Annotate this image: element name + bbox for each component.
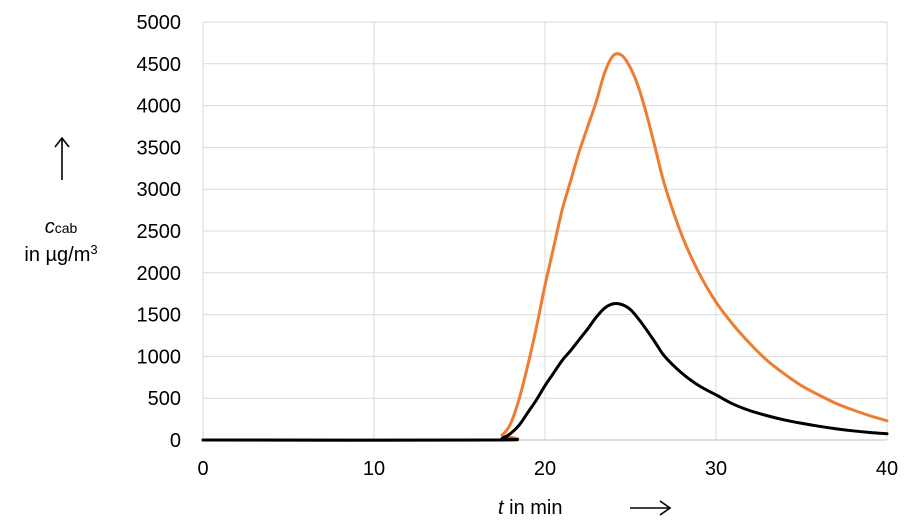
y-tick-label: 500 — [148, 388, 181, 410]
y-tick-label: 2500 — [137, 221, 182, 243]
y-tick-label: 3000 — [137, 179, 182, 201]
y-tick-label: 1000 — [137, 346, 182, 368]
x-tick-label: 10 — [363, 458, 385, 480]
x-axis-symbol: t — [498, 497, 504, 519]
x-axis-label: t in min — [498, 496, 562, 520]
x-axis-unit: in min — [503, 497, 563, 519]
y-axis-symbol: c — [44, 216, 55, 238]
y-axis-unit-exponent: 3 — [90, 242, 98, 257]
x-tick-labels: 0 10 20 30 40 — [197, 458, 898, 480]
y-tick-label: 1500 — [137, 305, 182, 327]
x-tick-label: 20 — [534, 458, 556, 480]
y-axis-arrow-icon — [54, 136, 70, 180]
series-line-1 — [201, 301, 889, 442]
y-tick-label: 4000 — [137, 96, 182, 118]
x-tick-label: 40 — [876, 458, 898, 480]
y-axis-subscript: cab — [54, 220, 78, 236]
y-tick-label: 5000 — [137, 12, 182, 34]
x-tick-label: 0 — [197, 458, 208, 480]
x-tick-label: 30 — [705, 458, 727, 480]
y-tick-labels: 0 500 1000 1500 2000 2500 3000 3500 4000 4500 5000 — [137, 12, 182, 452]
y-tick-label: 3500 — [137, 137, 182, 159]
y-tick-label: 4500 — [137, 54, 182, 76]
series-layer — [201, 52, 889, 442]
y-axis-unit: in µg/m — [24, 244, 91, 266]
series-line-0 — [201, 52, 889, 442]
x-axis-arrow-icon — [630, 500, 672, 516]
y-tick-label: 2000 — [137, 263, 182, 285]
y-tick-label: 0 — [170, 430, 181, 452]
gridlines — [202, 21, 888, 441]
y-axis-label: ccab in µg/m3 — [6, 216, 116, 266]
